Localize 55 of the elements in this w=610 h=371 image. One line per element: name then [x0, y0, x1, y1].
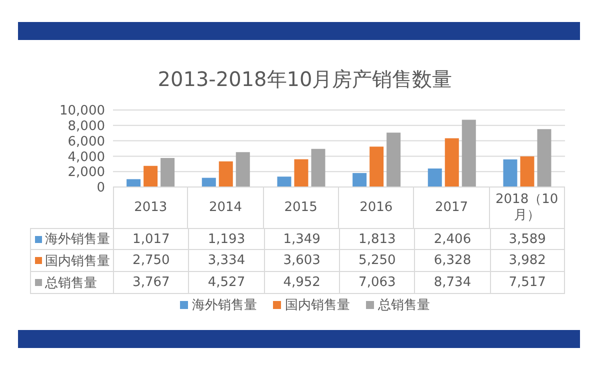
- data-label: 1,349: [264, 228, 339, 250]
- data-label: 2,406: [414, 228, 490, 250]
- x-tick-label: 2016: [339, 187, 414, 228]
- y-tick-label: 10,000: [60, 104, 105, 119]
- legend-label: 国内销售量: [30, 250, 113, 272]
- bar: [218, 161, 233, 187]
- data-label: 8,734: [414, 272, 490, 294]
- bar: [277, 176, 292, 187]
- legend-label: 总销售量: [30, 272, 113, 294]
- data-label: 1,193: [188, 228, 264, 250]
- y-tick-label: 6,000: [68, 134, 105, 150]
- bar: [370, 146, 384, 187]
- data-label: 4,952: [264, 272, 339, 294]
- bar: [294, 159, 308, 187]
- bar: [202, 178, 216, 187]
- y-tick-label: 0: [96, 180, 105, 196]
- bar: [352, 173, 367, 187]
- bar: [144, 166, 158, 187]
- bar: [520, 156, 534, 187]
- x-tick-label: 2018（10月）: [490, 187, 565, 228]
- data-label: 6,328: [414, 250, 490, 272]
- bar: [444, 138, 459, 187]
- x-tick-label: 2013: [113, 187, 188, 228]
- text: 海外销售量: [192, 298, 257, 313]
- bar: [428, 168, 442, 187]
- data-label: 3,334: [188, 250, 264, 272]
- y-tick-label: 8,000: [68, 119, 105, 134]
- bar: [462, 120, 476, 187]
- bar: [537, 129, 552, 187]
- data-label: 1,813: [339, 228, 414, 250]
- data-label: 3,603: [264, 250, 339, 272]
- x-tick-label: 2017: [414, 187, 490, 228]
- bar: [236, 152, 250, 187]
- bar: [311, 148, 326, 187]
- legend-label: 海外销售量: [30, 228, 113, 250]
- y-tick-label: 2,000: [68, 165, 105, 180]
- data-label: 5,250: [339, 250, 414, 272]
- data-label: 4,527: [188, 272, 264, 294]
- x-tick-label: 2014: [188, 187, 264, 228]
- data-label: 7,517: [490, 272, 565, 294]
- bar: [160, 158, 175, 187]
- data-label: 3,589: [490, 228, 565, 250]
- y-tick-label: 4,000: [68, 150, 105, 165]
- data-label: 1,017: [113, 228, 188, 250]
- bar: [503, 159, 518, 187]
- chart-title: 2013-2018年10月房产销售数量: [156, 66, 454, 93]
- bar: [386, 132, 401, 187]
- data-label: 3,982: [490, 250, 565, 272]
- bar: [126, 179, 141, 187]
- data-label: 2,750: [113, 250, 188, 272]
- text: 国内销售量: [285, 298, 350, 313]
- data-label: 7,063: [339, 272, 414, 294]
- text: 总销售量: [378, 298, 430, 313]
- x-tick-label: 2015: [264, 187, 339, 228]
- data-label: 3,767: [113, 272, 188, 294]
